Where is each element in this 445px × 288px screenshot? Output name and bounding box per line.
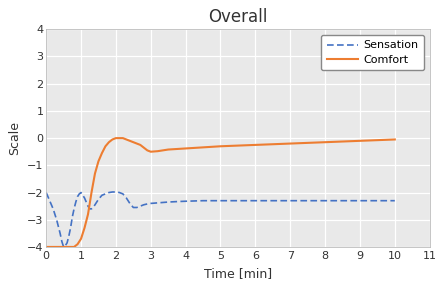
Sensation [145,202,150,206]
Comfort [392,138,397,141]
Sensation [176,200,181,203]
Comfort [106,141,112,144]
Comfort [166,148,171,151]
Line: Comfort: Comfort [46,138,395,247]
Comfort [127,139,133,143]
Comfort [110,138,115,141]
Comfort [155,149,160,153]
Legend: Sensation, Comfort: Sensation, Comfort [321,35,424,70]
Comfort [357,139,363,143]
Comfort [99,151,105,155]
Comfort [85,213,91,216]
Sensation [77,192,82,196]
Comfort [82,226,87,230]
Comfort [131,141,136,144]
Comfort [138,143,143,147]
Sensation [392,199,397,202]
Comfort [113,137,118,140]
X-axis label: Time [min]: Time [min] [204,267,272,280]
Comfort [44,245,49,249]
Sensation [75,195,80,198]
Sensation [61,245,66,249]
Comfort [92,172,97,175]
Sensation [110,190,115,194]
Comfort [96,160,101,163]
Sensation [270,199,275,202]
Comfort [323,141,328,144]
Sensation [357,199,363,202]
Comfort [71,245,77,249]
Comfort [145,149,150,152]
Comfort [117,137,122,140]
Comfort [54,245,59,249]
Sensation [44,191,49,194]
Title: Overall: Overall [208,8,267,26]
Comfort [78,237,84,240]
Comfort [124,138,129,141]
Comfort [287,142,293,145]
Comfort [89,191,94,194]
Y-axis label: Scale: Scale [8,121,21,155]
Comfort [103,145,108,148]
Comfort [134,142,139,145]
Comfort [141,146,146,149]
Comfort [183,147,188,150]
Comfort [120,137,125,140]
Comfort [218,145,223,148]
Comfort [148,150,154,154]
Comfort [253,143,258,147]
Line: Sensation: Sensation [46,192,395,247]
Comfort [65,245,70,249]
Comfort [75,242,80,246]
